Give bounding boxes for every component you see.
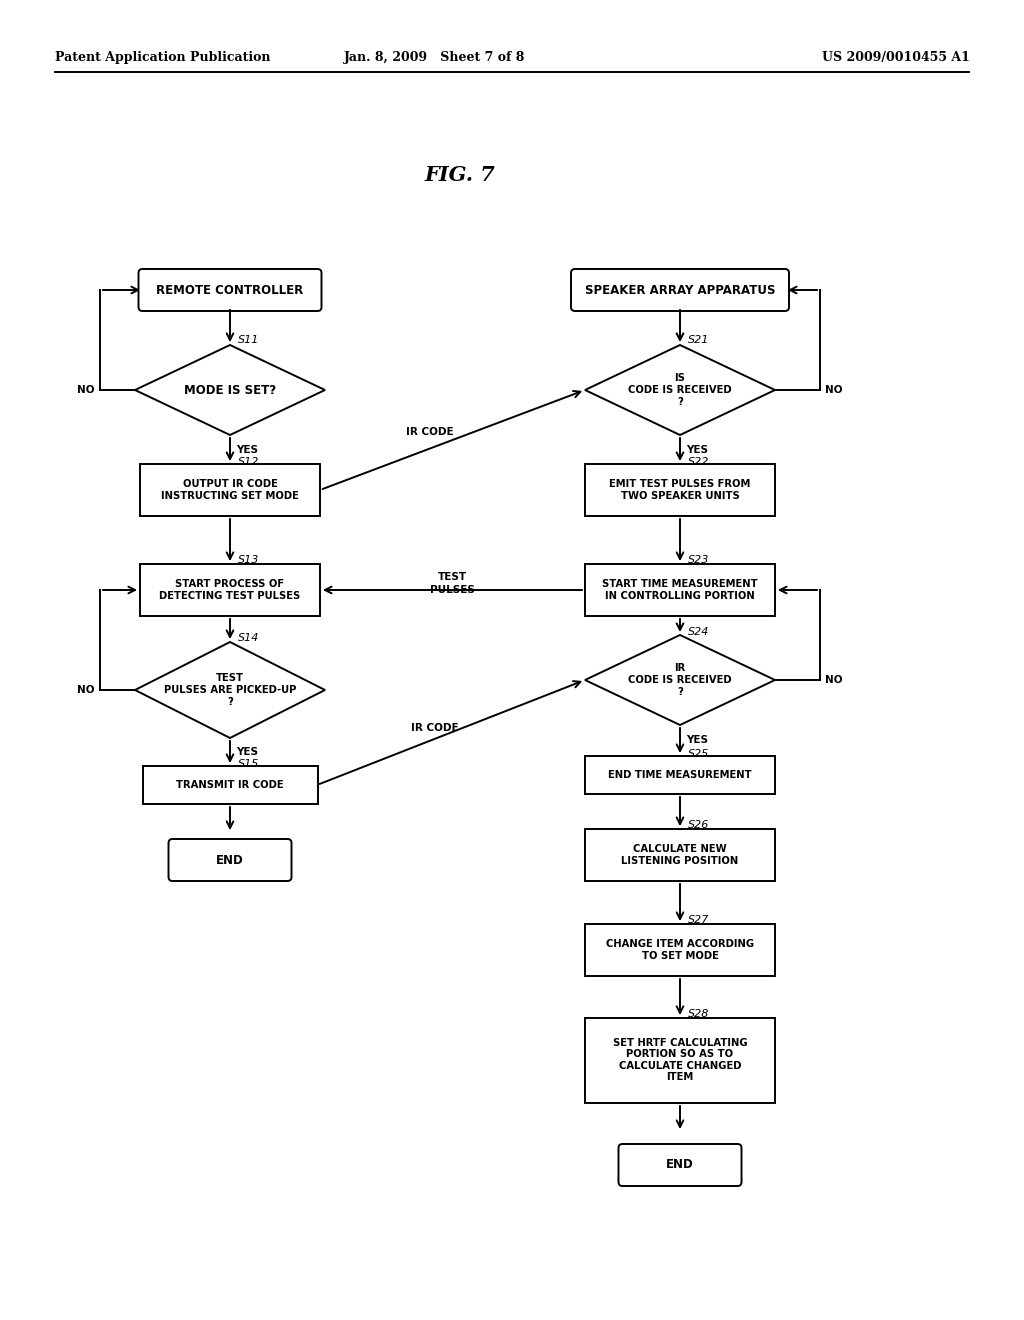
Text: EMIT TEST PULSES FROM
TWO SPEAKER UNITS: EMIT TEST PULSES FROM TWO SPEAKER UNITS — [609, 479, 751, 500]
Text: CALCULATE NEW
LISTENING POSITION: CALCULATE NEW LISTENING POSITION — [622, 845, 738, 866]
Text: YES: YES — [236, 747, 258, 756]
Bar — [140, 564, 319, 616]
Text: S27: S27 — [688, 915, 710, 925]
Text: S21: S21 — [688, 335, 710, 345]
Text: IS
CODE IS RECEIVED
?: IS CODE IS RECEIVED ? — [628, 374, 732, 407]
Bar — [585, 924, 775, 975]
Text: IR CODE: IR CODE — [412, 723, 459, 733]
Text: MODE IS SET?: MODE IS SET? — [184, 384, 276, 396]
Text: IR CODE: IR CODE — [407, 426, 454, 437]
Polygon shape — [585, 345, 775, 436]
Bar — [585, 829, 775, 880]
Text: S22: S22 — [688, 457, 710, 467]
Text: FIG. 7: FIG. 7 — [425, 165, 496, 185]
FancyBboxPatch shape — [138, 269, 322, 312]
Bar — [140, 465, 319, 516]
Text: NO: NO — [825, 385, 843, 395]
Text: NO: NO — [78, 685, 95, 696]
FancyBboxPatch shape — [571, 269, 790, 312]
Text: S28: S28 — [688, 1008, 710, 1019]
Polygon shape — [585, 635, 775, 725]
Text: YES: YES — [686, 735, 708, 744]
Polygon shape — [135, 642, 325, 738]
Text: END: END — [216, 854, 244, 866]
Text: SET HRTF CALCULATING
PORTION SO AS TO
CALCULATE CHANGED
ITEM: SET HRTF CALCULATING PORTION SO AS TO CA… — [612, 1038, 748, 1082]
Text: NO: NO — [78, 385, 95, 395]
Text: START TIME MEASUREMENT
IN CONTROLLING PORTION: START TIME MEASUREMENT IN CONTROLLING PO… — [602, 579, 758, 601]
Text: CHANGE ITEM ACCORDING
TO SET MODE: CHANGE ITEM ACCORDING TO SET MODE — [606, 940, 754, 961]
FancyBboxPatch shape — [169, 840, 292, 880]
Text: YES: YES — [686, 445, 708, 455]
Text: END: END — [667, 1159, 694, 1172]
Text: S15: S15 — [238, 759, 259, 770]
Text: S13: S13 — [238, 554, 259, 565]
Text: S24: S24 — [688, 627, 710, 638]
Text: Jan. 8, 2009   Sheet 7 of 8: Jan. 8, 2009 Sheet 7 of 8 — [344, 51, 525, 65]
Text: SPEAKER ARRAY APPARATUS: SPEAKER ARRAY APPARATUS — [585, 284, 775, 297]
Polygon shape — [135, 345, 325, 436]
Text: REMOTE CONTROLLER: REMOTE CONTROLLER — [157, 284, 304, 297]
Text: OUTPUT IR CODE
INSTRUCTING SET MODE: OUTPUT IR CODE INSTRUCTING SET MODE — [161, 479, 299, 500]
FancyBboxPatch shape — [618, 1144, 741, 1185]
Text: TRANSMIT IR CODE: TRANSMIT IR CODE — [176, 780, 284, 789]
Text: S26: S26 — [688, 820, 710, 830]
Text: S12: S12 — [238, 457, 259, 467]
Text: S11: S11 — [238, 335, 259, 345]
Text: IR
CODE IS RECEIVED
?: IR CODE IS RECEIVED ? — [628, 664, 732, 697]
Text: END TIME MEASUREMENT: END TIME MEASUREMENT — [608, 770, 752, 780]
Bar — [585, 1018, 775, 1102]
Text: Patent Application Publication: Patent Application Publication — [55, 51, 270, 65]
Bar — [142, 766, 317, 804]
Text: START PROCESS OF
DETECTING TEST PULSES: START PROCESS OF DETECTING TEST PULSES — [160, 579, 301, 601]
Bar — [585, 756, 775, 795]
Text: PULSES: PULSES — [429, 585, 474, 595]
Text: NO: NO — [825, 675, 843, 685]
Text: TEST
PULSES ARE PICKED-UP
?: TEST PULSES ARE PICKED-UP ? — [164, 673, 296, 706]
Text: US 2009/0010455 A1: US 2009/0010455 A1 — [822, 51, 970, 65]
Text: S14: S14 — [238, 634, 259, 643]
Bar — [585, 564, 775, 616]
Text: TEST: TEST — [437, 572, 467, 582]
Text: YES: YES — [236, 445, 258, 455]
Text: S25: S25 — [688, 748, 710, 759]
Bar — [585, 465, 775, 516]
Text: S23: S23 — [688, 554, 710, 565]
